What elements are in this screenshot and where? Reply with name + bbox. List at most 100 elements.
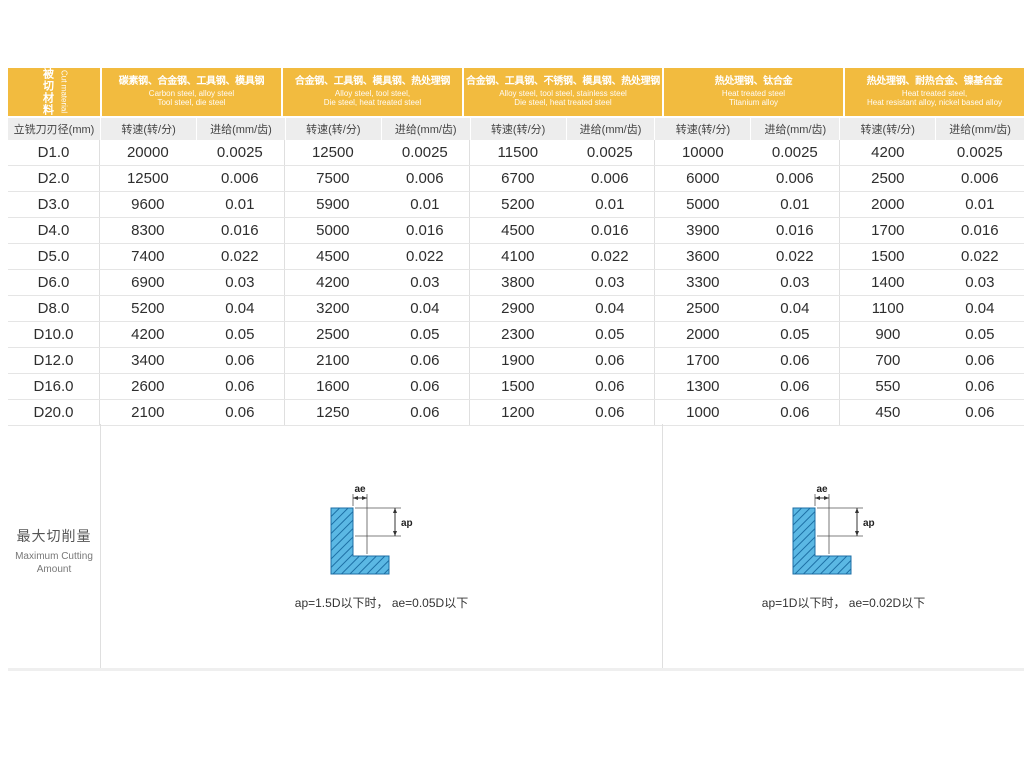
table-row: D2.0 12500 0.006 7500 0.006 6700 0.006 6000 0.0… <box>8 166 1024 192</box>
table-row: D10.0 4200 0.05 2500 0.05 2300 0.05 2000 0.05 90… <box>8 322 1024 348</box>
speed-value: 1700 <box>686 352 720 369</box>
diameter-value: D8.0 <box>8 296 100 321</box>
speed-value: 2300 <box>501 326 535 343</box>
feed-value: 0.022 <box>406 248 444 265</box>
bottom-section-divider <box>8 668 1024 671</box>
row-group: 4500 0.016 <box>470 218 655 243</box>
speed-value: 4500 <box>501 222 535 239</box>
row-group: 6900 0.03 <box>100 270 285 295</box>
speed-value: 1400 <box>871 274 905 291</box>
material-group-5-en2: Heat resistant alloy, nickel based alloy <box>866 98 1003 108</box>
speed-value: 4500 <box>316 248 350 265</box>
speed-column-header: 转速(转/分) <box>100 118 197 140</box>
row-group: 3600 0.022 <box>655 244 840 269</box>
section-divider-vertical <box>100 424 101 668</box>
row-group: 5000 0.01 <box>655 192 840 217</box>
row-group: 20000 0.0025 <box>100 140 285 165</box>
speed-value: 1500 <box>871 248 905 265</box>
feed-value: 0.04 <box>595 300 625 317</box>
row-group: 2000 0.01 <box>840 192 1024 217</box>
speed-value: 7400 <box>131 248 165 265</box>
feed-value: 0.016 <box>221 222 259 239</box>
diameter-value: D4.0 <box>8 218 100 243</box>
speed-value: 8300 <box>131 222 165 239</box>
row-group: 2900 0.04 <box>470 296 655 321</box>
feed-value: 0.06 <box>225 404 255 421</box>
table-row: D8.0 5200 0.04 3200 0.04 2900 0.04 2500 0.04 110… <box>8 296 1024 322</box>
row-group: 1000 0.06 <box>655 400 840 425</box>
speed-value: 6700 <box>501 170 535 187</box>
material-group-3-en2: Die steel, heat treated steel <box>514 98 612 108</box>
row-group: 9600 0.01 <box>100 192 285 217</box>
feed-value: 0.03 <box>410 274 440 291</box>
cut-material-header: 被切材料 Cut material <box>8 68 100 116</box>
feed-value: 0.05 <box>410 326 440 343</box>
row-group: 3200 0.04 <box>285 296 470 321</box>
material-group-1: 碳素钢、合金钢、工具钢、模具钢 Carbon steel, alloy stee… <box>100 68 281 116</box>
row-group: 3900 0.016 <box>655 218 840 243</box>
row-group: 2500 0.006 <box>840 166 1024 191</box>
row-group: 4100 0.022 <box>470 244 655 269</box>
feed-value: 0.0025 <box>586 144 633 161</box>
feed-column-header: 进给(mm/齿) <box>565 118 655 140</box>
row-group: 550 0.06 <box>840 374 1024 399</box>
speed-value: 9600 <box>131 196 165 213</box>
row-group: 11500 0.0025 <box>470 140 655 165</box>
diameter-value: D5.0 <box>8 244 100 269</box>
feed-value: 0.0025 <box>216 144 263 161</box>
row-group: 700 0.06 <box>840 348 1024 373</box>
diameter-value: D6.0 <box>8 270 100 295</box>
max-cutting-amount-zh: 最大切削量 <box>16 528 92 544</box>
cut-material-label-zh: 被切材料 <box>41 68 54 116</box>
feed-value: 0.06 <box>410 404 440 421</box>
cutting-depth-diagram-icon: ae ap <box>792 484 874 574</box>
feed-column-header: 进给(mm/齿) <box>196 118 285 140</box>
feed-value: 0.006 <box>221 170 259 187</box>
diameter-value: D2.0 <box>8 166 100 191</box>
table-row: D6.0 6900 0.03 4200 0.03 3800 0.03 3300 0.03 140… <box>8 270 1024 296</box>
cutting-parameters-table: 被切材料 Cut material 碳素钢、合金钢、工具钢、模具钢 Carbon… <box>8 68 1024 426</box>
speed-value: 1300 <box>686 378 720 395</box>
feed-value: 0.06 <box>595 352 625 369</box>
row-group: 1300 0.06 <box>655 374 840 399</box>
feed-value: 0.03 <box>780 274 810 291</box>
speed-value: 3600 <box>686 248 720 265</box>
feed-column-header: 进给(mm/齿) <box>380 118 470 140</box>
feed-value: 0.05 <box>225 326 255 343</box>
row-group: 4200 0.0025 <box>840 140 1024 165</box>
row-group: 12500 0.0025 <box>285 140 470 165</box>
feed-value: 0.006 <box>776 170 814 187</box>
feed-value: 0.022 <box>221 248 259 265</box>
row-group: 1600 0.06 <box>285 374 470 399</box>
material-group-2-en2: Die steel, heat treated steel <box>323 98 422 108</box>
row-group: 7500 0.006 <box>285 166 470 191</box>
row-group: 2600 0.06 <box>100 374 285 399</box>
svg-text:ap: ap <box>401 518 413 529</box>
row-group: 6000 0.006 <box>655 166 840 191</box>
diameter-value: D10.0 <box>8 322 100 347</box>
diameter-value: D20.0 <box>8 400 100 425</box>
diameter-value: D12.0 <box>8 348 100 373</box>
feed-value: 0.006 <box>591 170 629 187</box>
speed-value: 550 <box>875 378 901 395</box>
max-cutting-amount-en1: Maximum Cutting <box>15 551 93 562</box>
speed-column-header: 转速(转/分) <box>284 118 381 140</box>
feed-value: 0.06 <box>965 378 995 395</box>
feed-value: 0.01 <box>780 196 810 213</box>
speed-value: 6000 <box>686 170 720 187</box>
row-group: 5000 0.016 <box>285 218 470 243</box>
row-group: 900 0.05 <box>840 322 1024 347</box>
row-group: 1500 0.022 <box>840 244 1024 269</box>
speed-value: 4200 <box>131 326 165 343</box>
diameter-column-header: 立铣刀刃径(mm) <box>8 118 100 140</box>
speed-value: 12500 <box>126 170 169 187</box>
feed-value: 0.0025 <box>771 144 818 161</box>
speed-value: 1250 <box>316 404 350 421</box>
table-body: D1.0 20000 0.0025 12500 0.0025 11500 0.0025 10… <box>8 140 1024 426</box>
feed-value: 0.06 <box>595 378 625 395</box>
speed-value: 700 <box>875 352 901 369</box>
speed-value: 2600 <box>131 378 165 395</box>
speed-value: 6900 <box>131 274 165 291</box>
feed-value: 0.04 <box>965 300 995 317</box>
